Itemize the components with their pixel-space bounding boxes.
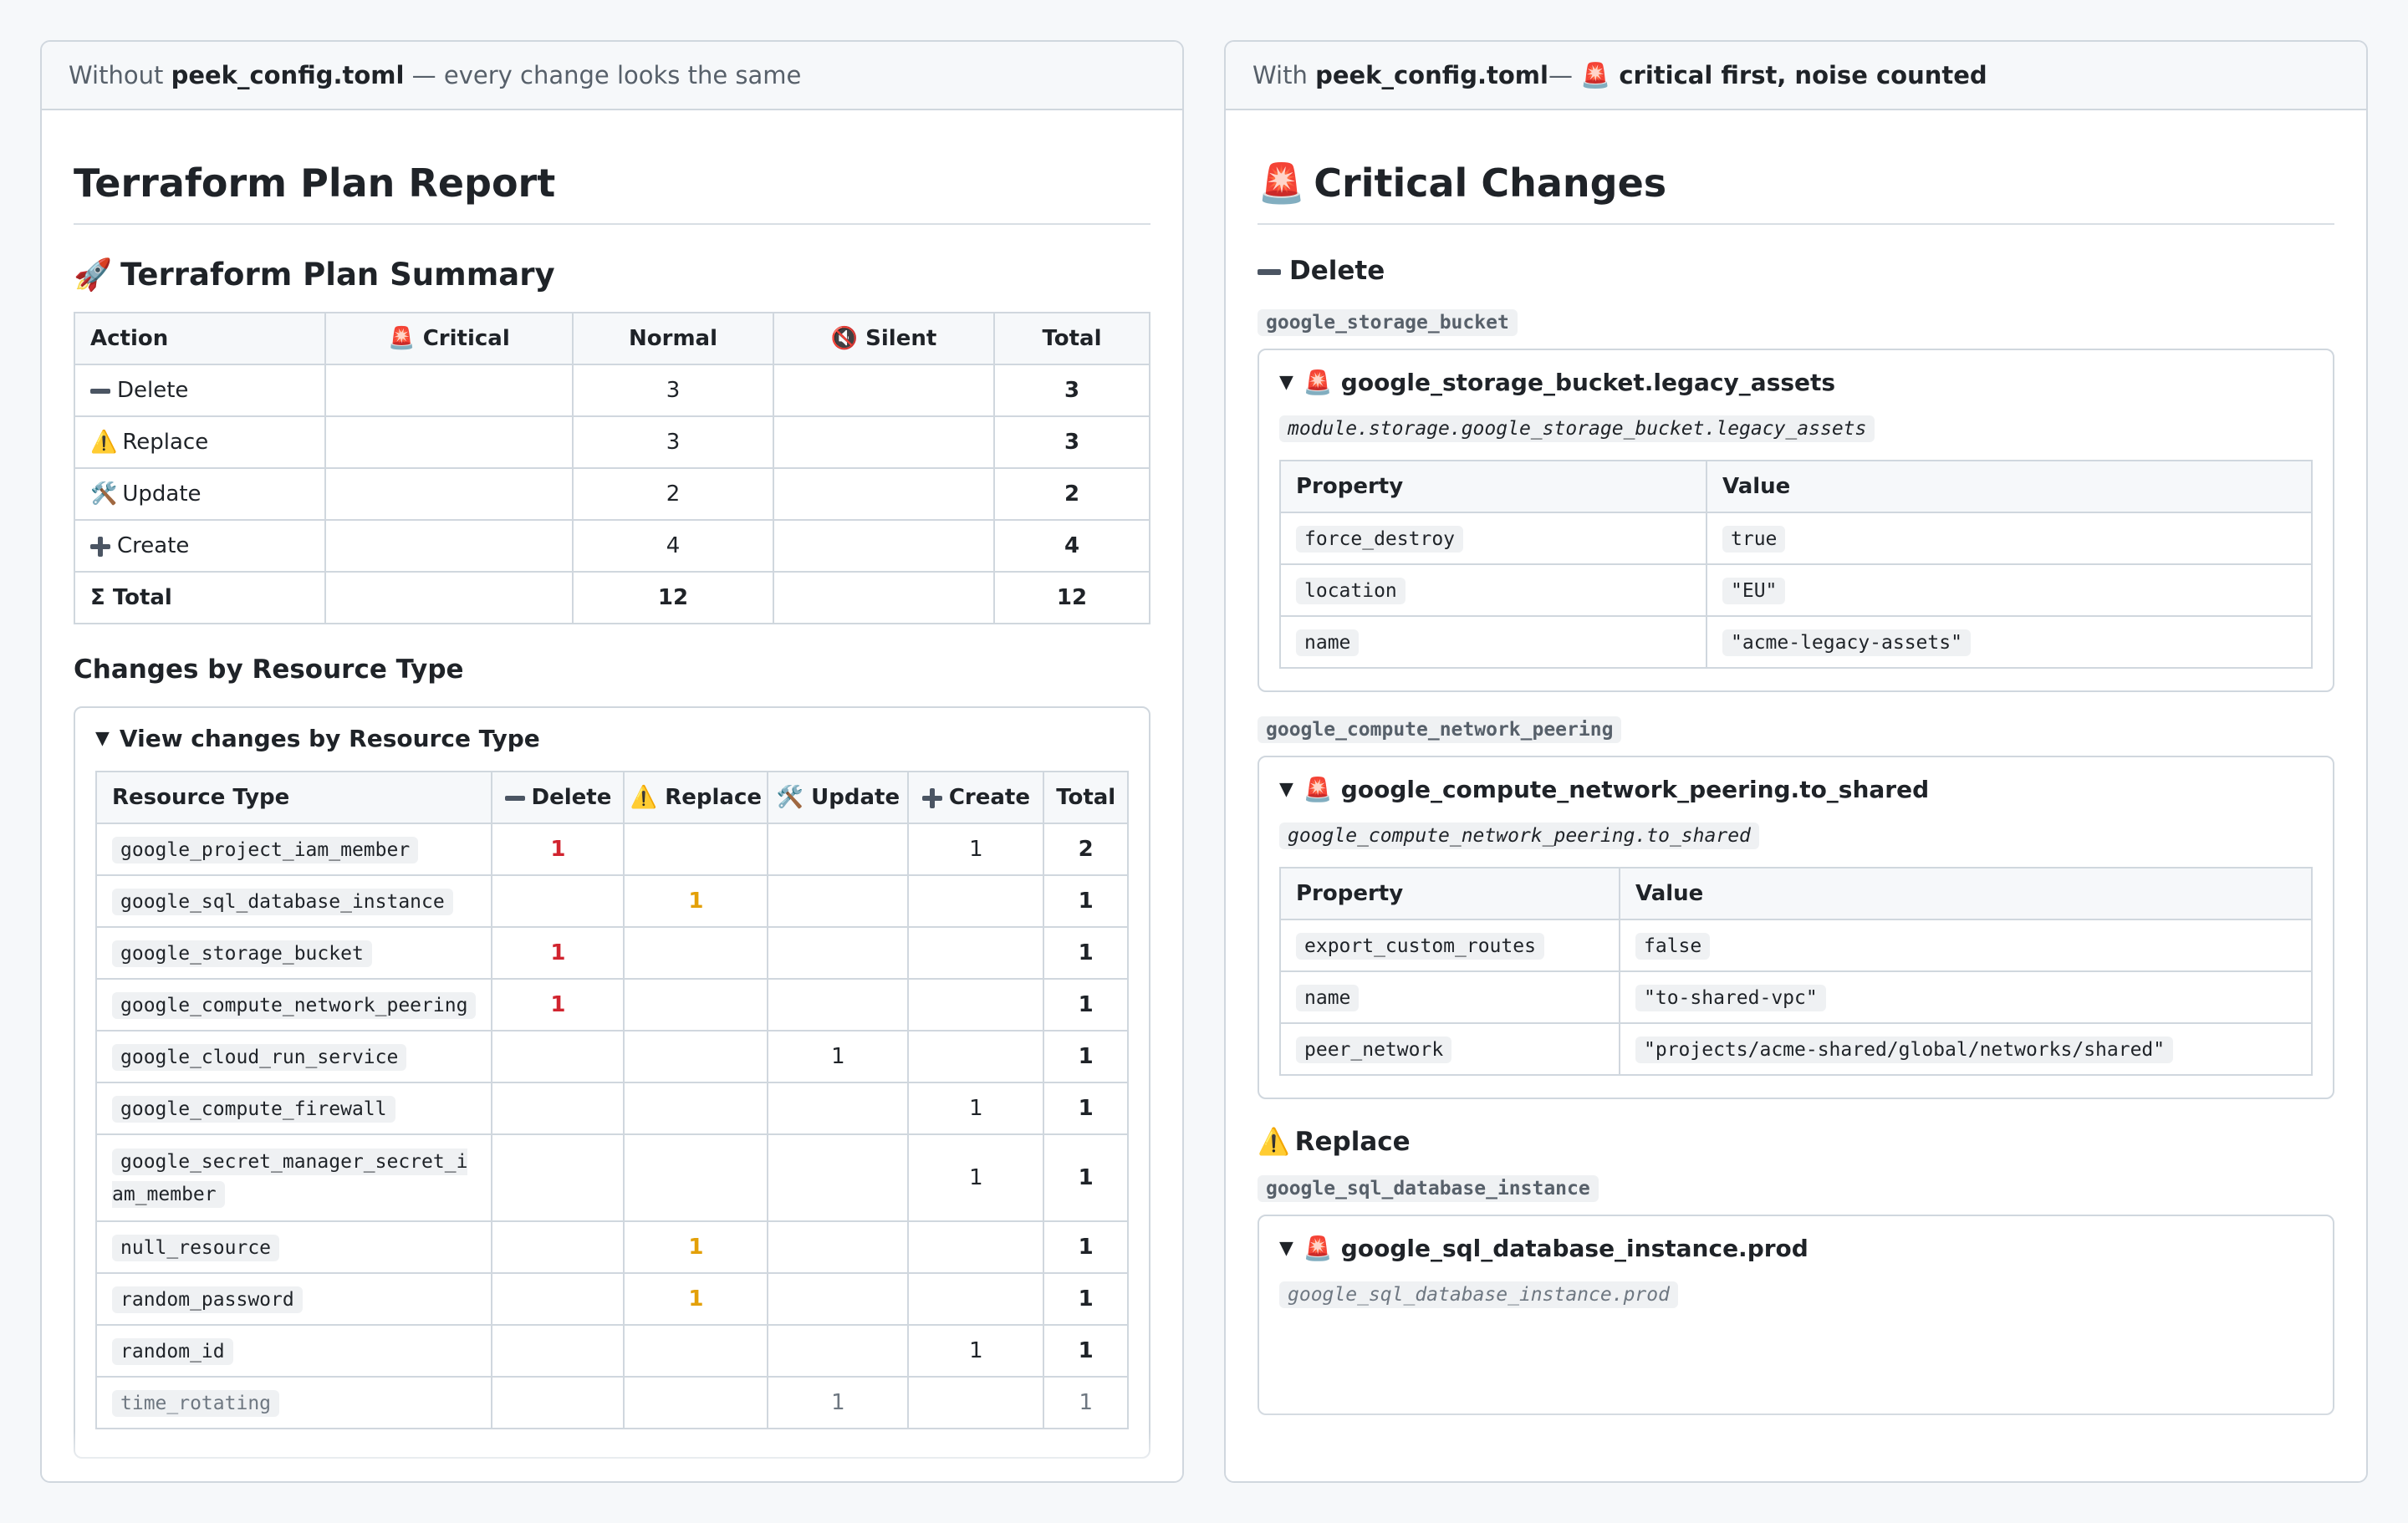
fade-overlay [1226, 1406, 2366, 1481]
mute-icon: 🔇 [830, 326, 859, 352]
resource-details: ▼ 🚨 google_compute_network_peering.to_shar… [1258, 755, 2334, 1099]
table-row: ⚠️ Replace 3 3 [74, 415, 1150, 470]
siren-icon: 🚨 [1303, 775, 1333, 803]
siren-icon: 🚨 [1580, 60, 1611, 89]
plus-icon [90, 536, 110, 557]
table-row: google_cloud_run_service 1 1 [94, 1030, 1129, 1084]
col-action: Action [74, 312, 326, 366]
resource-type-tag: google_compute_network_peering [1258, 716, 2334, 743]
table-row: google_storage_bucket 1 1 [94, 926, 1129, 981]
resource-type-tag: google_storage_bucket [1258, 308, 2334, 336]
delete-heading: Delete [1258, 257, 2334, 285]
resource-details: ▼ 🚨 google_storage_bucket.legacy_assets mo… [1258, 348, 2334, 692]
table-row: Create 4 4 [74, 519, 1150, 573]
left-panel-header: Without peek_config.toml — every change … [42, 42, 1182, 110]
resource-address: module.storage.google_storage_bucket.leg… [1279, 415, 2313, 442]
minus-icon [504, 795, 525, 801]
caret-down-icon: ▼ [1279, 1237, 1293, 1259]
by-type-table: Resource Type Delete ⚠️ Replace 🛠️ Updat… [94, 771, 1129, 1430]
table-header-row: Action 🚨 Critical Normal 🔇 Silent Total [74, 312, 1150, 366]
table-row: google_compute_firewall 1 1 [94, 1082, 1129, 1136]
col-critical: 🚨 Critical [324, 312, 574, 366]
table-row: Delete 3 3 [74, 364, 1150, 418]
caret-down-icon: ▼ [1279, 371, 1293, 393]
table-total-row: Σ Total 12 12 [74, 571, 1150, 625]
by-type-summary-toggle[interactable]: ▼ View changes by Resource Type [95, 725, 540, 753]
header-prefix: Without [69, 61, 164, 89]
table-row: random_id 1 1 [94, 1324, 1129, 1378]
header-config-file: peek_config.toml [171, 61, 405, 89]
table-row: peer_network "projects/acme-shared/globa… [1279, 1021, 2313, 1076]
left-panel: Without peek_config.toml — every change … [40, 40, 1184, 1483]
resource-address: google_compute_network_peering.to_shared [1279, 822, 2313, 849]
report-title: Terraform Plan Report [74, 110, 1150, 225]
resource-address: google_sql_database_instance.prod [1279, 1281, 2313, 1308]
summary-table: Action 🚨 Critical Normal 🔇 Silent Total … [74, 312, 1150, 625]
siren-icon: 🚨 [1303, 368, 1333, 396]
tools-icon: 🛠️ [776, 785, 804, 811]
header-config-file: peek_config.toml [1315, 61, 1548, 89]
resource-summary-toggle[interactable]: ▼ 🚨 google_compute_network_peering.to_shar… [1279, 775, 1930, 803]
minus-icon [1258, 268, 1281, 275]
table-row: 🛠️ Update 2 2 [74, 467, 1150, 522]
table-row: google_secret_manager_secret_iam_member … [94, 1133, 1129, 1223]
by-type-details: ▼ View changes by Resource Type Resource … [74, 706, 1150, 1459]
table-row: null_resource 1 1 [94, 1220, 1129, 1275]
table-row: name "to-shared-vpc" [1279, 970, 2313, 1024]
table-header-row: Resource Type Delete ⚠️ Replace 🛠️ Updat… [94, 771, 1129, 825]
col-silent: 🔇 Silent [773, 312, 995, 366]
col-total: Total [993, 312, 1150, 366]
plus-icon [921, 787, 942, 808]
table-row: time_rotating 1 1 [94, 1376, 1129, 1430]
warning-icon: ⚠️ [1258, 1126, 1290, 1157]
table-row: location "EU" [1279, 563, 2313, 617]
critical-title: 🚨 Critical Changes [1258, 110, 2334, 225]
caret-down-icon: ▼ [95, 728, 110, 750]
right-panel: With peek_config.toml — 🚨 critical first… [1224, 40, 2368, 1483]
fade-overlay [42, 1431, 1182, 1481]
warning-icon: ⚠️ [90, 430, 118, 456]
table-row: google_project_iam_member 1 1 2 [94, 823, 1129, 877]
minus-icon [90, 388, 110, 394]
header-suffix: — every change looks the same [411, 61, 802, 89]
property-table: Property Value export_custom_routes fals… [1279, 866, 2313, 1076]
table-row: name "acme-legacy-assets" [1279, 614, 2313, 669]
table-row: random_password 1 1 [94, 1272, 1129, 1327]
summary-title: 🚀 Terraform Plan Summary [74, 256, 1150, 293]
summary-title-text: Terraform Plan Summary [120, 256, 555, 293]
warning-icon: ⚠️ [630, 785, 658, 811]
resource-details: ▼ 🚨 google_sql_database_instance.prod goog… [1258, 1214, 2334, 1415]
rocket-icon: 🚀 [74, 256, 113, 293]
table-row: google_sql_database_instance 1 1 [94, 874, 1129, 929]
table-row: google_compute_network_peering 1 1 [94, 978, 1129, 1032]
by-type-title: Changes by Resource Type [74, 655, 464, 685]
table-row: export_custom_routes false [1279, 918, 2313, 972]
table-row: force_destroy true [1279, 511, 2313, 565]
replace-heading: ⚠️ Replace [1258, 1126, 1411, 1157]
tools-icon: 🛠️ [90, 481, 118, 507]
siren-icon: 🚨 [1258, 160, 1306, 206]
siren-icon: 🚨 [1303, 1234, 1333, 1262]
right-panel-header: With peek_config.toml — 🚨 critical first… [1226, 42, 2366, 110]
table-header-row: Property Value [1279, 866, 2313, 920]
table-header-row: Property Value [1279, 459, 2313, 513]
resource-type-tag: google_sql_database_instance [1258, 1174, 2334, 1202]
property-table: Property Value force_destroy true locati… [1279, 459, 2313, 669]
caret-down-icon: ▼ [1279, 778, 1293, 800]
col-normal: Normal [572, 312, 774, 366]
resource-summary-toggle[interactable]: ▼ 🚨 google_sql_database_instance.prod [1279, 1234, 1809, 1262]
resource-summary-toggle[interactable]: ▼ 🚨 google_storage_bucket.legacy_assets [1279, 368, 1836, 396]
siren-icon: 🚨 [388, 326, 416, 352]
